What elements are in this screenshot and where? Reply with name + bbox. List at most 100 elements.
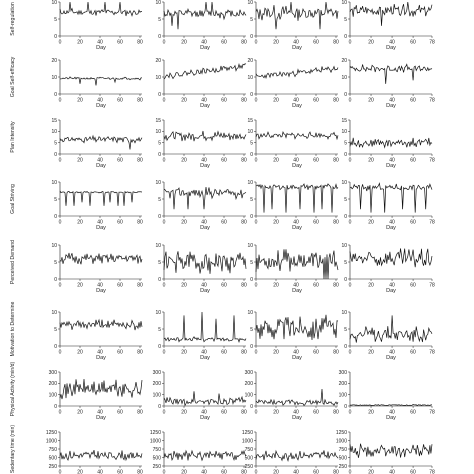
panel: 0 10 20 0 20 40 60 78 Day xyxy=(341,58,435,109)
y-tick-label: 10 xyxy=(155,0,161,6)
panel: 0 5 10 0 20 40 60 80 Day xyxy=(247,180,339,231)
y-tick-label: 750 xyxy=(339,447,348,453)
x-tick-label: 80 xyxy=(241,40,247,46)
y-tick-label: 1250 xyxy=(46,430,57,436)
x-tick-label: 60 xyxy=(410,158,416,164)
x-tick-label: 60 xyxy=(313,410,319,416)
x-tick-label: 20 xyxy=(273,40,279,46)
x-axis-title: Day xyxy=(96,163,106,169)
x-tick-label: 0 xyxy=(349,410,352,416)
y-tick-label: 5 xyxy=(344,140,347,146)
y-tick-label: 0 xyxy=(344,404,347,410)
y-tick-label: 5 xyxy=(54,260,57,266)
x-tick-label: 40 xyxy=(201,410,207,416)
series-line xyxy=(59,378,143,400)
x-tick-label: 40 xyxy=(97,350,103,356)
y-tick-label: 200 xyxy=(49,381,58,387)
y-tick-label: 250 xyxy=(339,464,348,470)
y-tick-label: 0 xyxy=(344,277,347,283)
y-tick-label: 300 xyxy=(245,370,254,376)
y-tick-label: 5 xyxy=(344,260,347,266)
x-tick-label: 60 xyxy=(221,283,227,289)
x-axis-title: Day xyxy=(200,163,210,169)
y-tick-label: 750 xyxy=(49,447,58,453)
x-tick-label: 60 xyxy=(117,470,123,474)
y-tick-label: 5 xyxy=(54,140,57,146)
y-tick-label: 10 xyxy=(51,129,57,135)
x-tick-label: 0 xyxy=(349,40,352,46)
row-label: Physical Activity (min/d) xyxy=(10,361,16,416)
row-label: Sedentary time (min) xyxy=(10,425,16,473)
x-tick-label: 40 xyxy=(97,220,103,226)
y-tick-label: 0 xyxy=(250,92,253,98)
series-line xyxy=(59,450,143,462)
x-tick-label: 0 xyxy=(59,470,62,474)
x-tick-label: 40 xyxy=(389,220,395,226)
y-tick-label: 0 xyxy=(158,34,161,40)
series-line xyxy=(255,65,339,80)
y-tick-label: 250 xyxy=(49,464,58,470)
row-label: Goal Self-efficacy xyxy=(10,56,16,97)
x-axis-title: Day xyxy=(200,45,210,51)
y-tick-label: 0 xyxy=(158,152,161,158)
x-tick-label: 40 xyxy=(97,410,103,416)
x-tick-label: 20 xyxy=(77,40,83,46)
panel: 250 500 750 1000 1250 0 20 40 60 80 xyxy=(46,430,143,474)
y-tick-label: 0 xyxy=(158,344,161,350)
series-line xyxy=(349,1,433,26)
x-tick-label: 0 xyxy=(59,350,62,356)
x-tick-label: 60 xyxy=(410,40,416,46)
x-axis-title: Day xyxy=(96,415,106,421)
x-tick-label: 20 xyxy=(368,350,374,356)
x-tick-label: 60 xyxy=(410,350,416,356)
y-tick-label: 5 xyxy=(158,140,161,146)
x-tick-label: 20 xyxy=(273,470,279,474)
x-tick-label: 80 xyxy=(137,98,143,104)
y-tick-label: 5 xyxy=(344,197,347,203)
panel: 0 10 20 0 20 40 60 80 Day xyxy=(155,58,247,109)
x-tick-label: 20 xyxy=(77,283,83,289)
x-tick-label: 60 xyxy=(117,158,123,164)
panel: 250 500 750 1000 1250 0 20 40 60 80 xyxy=(242,430,339,474)
y-tick-label: 5 xyxy=(54,17,57,23)
x-tick-label: 60 xyxy=(313,220,319,226)
y-tick-label: 500 xyxy=(339,455,348,461)
x-axis-title: Day xyxy=(386,225,396,231)
x-tick-label: 0 xyxy=(349,350,352,356)
y-tick-label: 5 xyxy=(250,327,253,333)
y-tick-label: 0 xyxy=(54,92,57,98)
panel: 0 5 10 0 20 40 60 80 Day xyxy=(247,243,339,294)
x-tick-label: 60 xyxy=(313,40,319,46)
x-tick-label: 20 xyxy=(368,410,374,416)
y-tick-label: 100 xyxy=(245,392,254,398)
y-tick-label: 200 xyxy=(153,381,162,387)
x-tick-label: 80 xyxy=(241,98,247,104)
x-tick-label: 20 xyxy=(273,350,279,356)
x-tick-label: 20 xyxy=(181,40,187,46)
series-line xyxy=(255,388,339,406)
x-tick-label: 40 xyxy=(389,350,395,356)
x-axis-title: Day xyxy=(96,45,106,51)
x-tick-label: 40 xyxy=(201,283,207,289)
x-tick-label: 80 xyxy=(137,220,143,226)
panel: 0 10 20 0 20 40 60 80 Day xyxy=(247,58,339,109)
x-tick-label: 60 xyxy=(117,283,123,289)
panel: 0 5 10 0 20 40 60 80 Day xyxy=(155,0,247,51)
y-tick-label: 10 xyxy=(247,129,253,135)
x-tick-label: 0 xyxy=(163,98,166,104)
x-tick-label: 20 xyxy=(181,283,187,289)
y-tick-label: 5 xyxy=(54,327,57,333)
row-label: Motivation to Determine xyxy=(10,301,16,356)
y-tick-label: 0 xyxy=(54,214,57,220)
panel: 0 5 10 0 20 40 60 80 Day xyxy=(247,310,339,361)
panel: 0 5 10 0 20 40 60 80 Day xyxy=(51,0,143,51)
panel: 0 5 10 0 20 40 60 80 Day xyxy=(247,0,339,51)
x-tick-label: 0 xyxy=(349,98,352,104)
x-tick-label: 20 xyxy=(181,158,187,164)
series-line xyxy=(163,1,247,30)
x-tick-label: 80 xyxy=(333,283,339,289)
panel: 0 5 10 0 20 40 60 78 Day xyxy=(341,0,435,51)
x-tick-label: 80 xyxy=(137,350,143,356)
y-tick-label: 5 xyxy=(250,140,253,146)
x-tick-label: 40 xyxy=(293,350,299,356)
